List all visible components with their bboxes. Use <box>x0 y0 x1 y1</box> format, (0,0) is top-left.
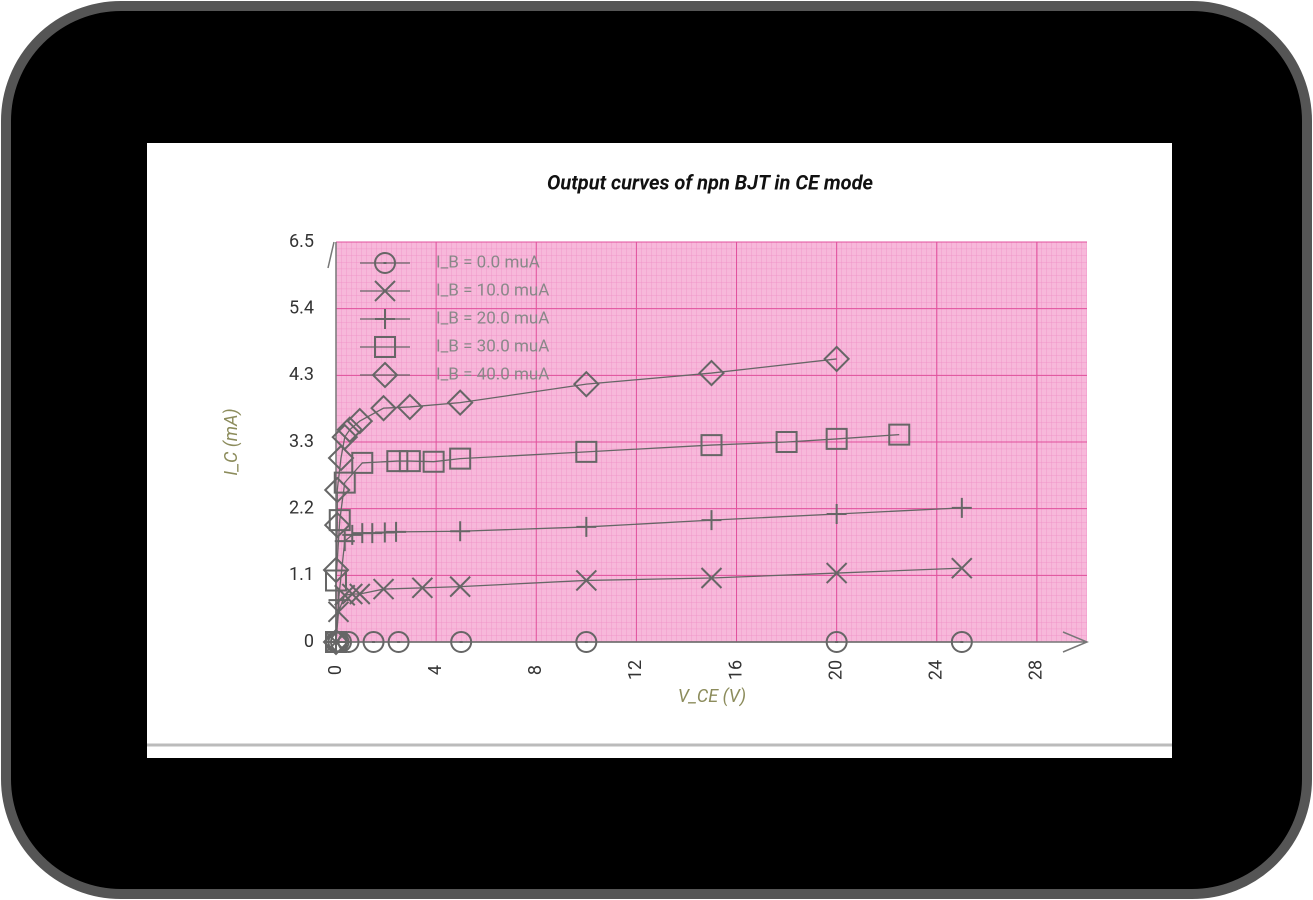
marker <box>449 575 471 598</box>
marker <box>449 447 472 470</box>
marker <box>387 631 410 653</box>
marker <box>396 393 424 421</box>
legend-label: I_B = 10.0 muA <box>436 280 549 300</box>
x-tick-label: 4 <box>425 665 446 675</box>
marker <box>349 583 371 605</box>
marker <box>323 511 351 539</box>
marker <box>775 431 798 453</box>
marker <box>698 359 725 387</box>
marker <box>374 280 396 302</box>
series-line <box>335 567 962 643</box>
marker <box>398 450 421 473</box>
marker <box>371 361 399 389</box>
marker <box>336 416 364 444</box>
marker <box>374 252 397 274</box>
x-tick-label: 20 <box>825 660 846 680</box>
y-tick-label: 6.5 <box>289 231 314 252</box>
y-tick-label: 1.1 <box>289 564 314 585</box>
marker <box>411 577 434 599</box>
plot: 0 1.1 2.2 3.3 4.3 5.4 6.5 0 4 8 12 16 20 24 28 I_B = 0.… <box>289 231 1089 680</box>
marker <box>575 569 598 592</box>
marker <box>888 423 911 446</box>
chart-title: Output curves of npn BJT in CE mode <box>547 170 874 194</box>
legend-item: I_B = 30.0 muA <box>360 336 549 358</box>
marker <box>327 601 350 623</box>
marker <box>572 370 600 398</box>
marker <box>342 524 363 545</box>
marker <box>375 309 395 329</box>
marker <box>328 590 349 611</box>
x-tick-label: 12 <box>625 660 646 680</box>
marker <box>575 440 598 463</box>
marker <box>700 434 723 457</box>
x-axis-label: V_CE (V) <box>678 686 746 707</box>
marker <box>325 569 347 592</box>
marker <box>327 444 355 472</box>
y-tick-label: 2.2 <box>289 497 314 518</box>
marker <box>826 504 847 524</box>
series-line <box>335 358 837 642</box>
marker <box>823 345 851 373</box>
y-tick-label: 0 <box>304 631 314 652</box>
marker <box>322 628 350 656</box>
y-tick-label: 5.4 <box>289 297 314 318</box>
marker <box>386 521 407 542</box>
marker <box>372 578 395 600</box>
marker <box>450 631 473 653</box>
legend-item: I_B = 40.0 muA <box>360 361 549 389</box>
x-tick-label: 0 <box>325 665 346 675</box>
marker <box>328 509 351 532</box>
marker <box>346 407 374 435</box>
marker <box>331 423 359 451</box>
marker <box>701 510 722 531</box>
marker <box>370 394 397 422</box>
marker <box>825 631 848 653</box>
x-tick-label: 24 <box>926 660 947 680</box>
x-tick-label: 28 <box>1026 660 1047 680</box>
marker <box>322 556 350 584</box>
marker <box>422 450 445 473</box>
legend-label: I_B = 0.0 muA <box>436 252 540 272</box>
marker <box>450 521 471 542</box>
marker <box>323 476 351 504</box>
marker <box>950 631 973 653</box>
x-tick-label: 16 <box>725 660 746 680</box>
legend-label: I_B = 40.0 muA <box>436 364 549 384</box>
marker <box>576 516 597 537</box>
marker <box>951 557 973 579</box>
series-line <box>335 433 900 642</box>
y-tick-label: 3.3 <box>289 431 314 452</box>
y-axis-label: I_C (mA) <box>221 408 242 475</box>
x-tick-label: 8 <box>525 665 546 675</box>
marker <box>825 562 848 584</box>
legend-label: I_B = 20.0 muA <box>436 308 549 328</box>
legend-item: I_B = 20.0 muA <box>360 308 549 329</box>
marker <box>351 451 374 474</box>
legend-item: I_B = 10.0 muA <box>360 280 549 302</box>
marker <box>374 336 396 358</box>
y-tick-label: 4.3 <box>289 364 314 385</box>
marker <box>700 567 723 589</box>
axis <box>327 241 1089 653</box>
marker <box>825 427 848 450</box>
marker <box>951 497 972 518</box>
legend-item: I_B = 0.0 muA <box>360 252 540 274</box>
marker <box>333 471 356 494</box>
legend-label: I_B = 30.0 muA <box>436 336 549 356</box>
marker <box>362 631 385 653</box>
marker <box>575 631 598 653</box>
marker <box>446 389 474 417</box>
